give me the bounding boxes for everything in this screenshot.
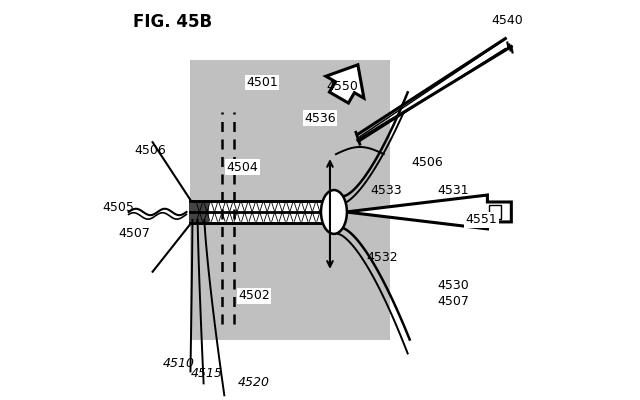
- Text: 4510: 4510: [163, 357, 195, 370]
- Polygon shape: [346, 195, 511, 229]
- Bar: [191, 201, 334, 223]
- Bar: [191, 201, 209, 223]
- Text: 4520: 4520: [238, 376, 270, 389]
- Polygon shape: [326, 65, 364, 103]
- Bar: [490, 205, 501, 219]
- Text: 4502: 4502: [238, 289, 270, 302]
- Text: 4551: 4551: [465, 214, 497, 226]
- Text: 4532: 4532: [366, 251, 397, 264]
- Text: 4540: 4540: [492, 14, 523, 27]
- Text: 4515: 4515: [190, 367, 222, 380]
- Text: 4533: 4533: [370, 184, 401, 196]
- Text: 4507: 4507: [118, 227, 150, 240]
- Ellipse shape: [321, 190, 347, 234]
- Text: 4505: 4505: [103, 201, 134, 214]
- Text: 4506: 4506: [135, 144, 166, 157]
- Text: 4530: 4530: [438, 279, 469, 292]
- Text: 4531: 4531: [438, 184, 469, 196]
- Text: 4550: 4550: [326, 80, 358, 93]
- Bar: [191, 60, 390, 340]
- Text: 4506: 4506: [412, 156, 444, 169]
- Text: 4504: 4504: [227, 161, 258, 174]
- Text: 4501: 4501: [246, 76, 278, 89]
- Text: FIG. 45B: FIG. 45B: [132, 13, 212, 31]
- Text: 4536: 4536: [304, 112, 336, 125]
- Text: 4507: 4507: [438, 295, 470, 308]
